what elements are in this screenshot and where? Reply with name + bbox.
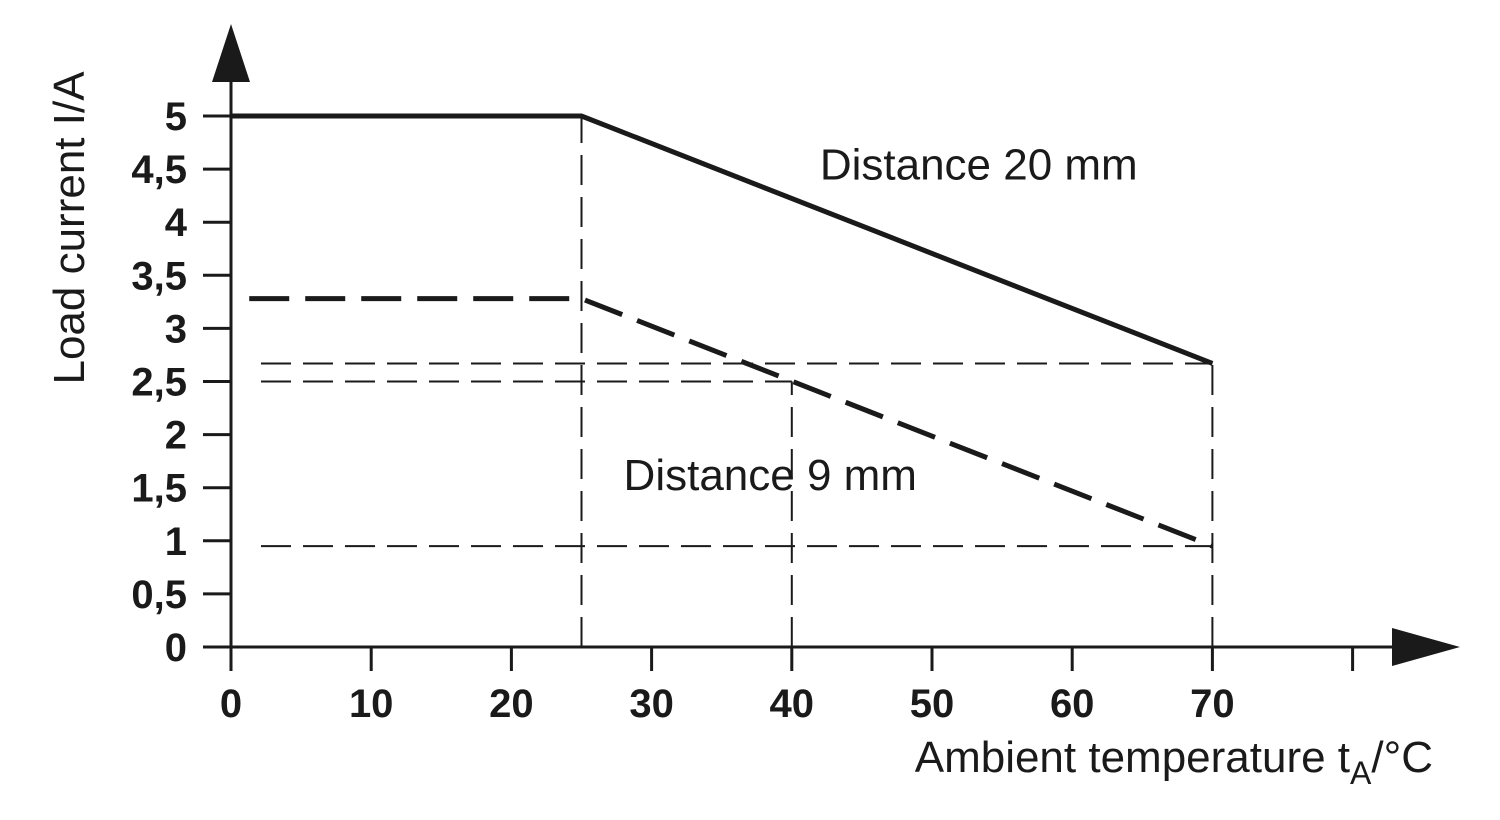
x-tick-label: 0 [220, 682, 242, 726]
y-tick-label: 0,5 [131, 573, 187, 617]
x-tick-label: 10 [349, 682, 394, 726]
x-axis-title: Ambient temperature tA/°C [915, 733, 1433, 791]
x-tick-label: 60 [1050, 682, 1095, 726]
labels: 0 10 20 30 40 50 60 70 0 0,5 1 1,5 2 2,5 3 3,5 4 4,5 5 Dist… [45, 71, 1433, 791]
x-tick-label: 50 [910, 682, 955, 726]
annotation-distance-20mm: Distance 20 mm [820, 141, 1138, 190]
y-tick-label: 3 [165, 307, 187, 351]
y-axis-title: Load current I/A [45, 71, 94, 385]
series-line-distance-20mm [231, 113, 1214, 366]
x-tick-label: 30 [629, 682, 674, 726]
annotation-distance-9mm: Distance 9 mm [624, 451, 917, 500]
series-lines [231, 113, 1214, 549]
y-tick-label: 3,5 [131, 254, 187, 298]
y-tick-label: 4 [165, 201, 188, 245]
y-tick-label: 0 [165, 626, 187, 670]
y-tick-label: 2 [165, 414, 187, 458]
axes [203, 24, 1460, 671]
y-tick-label: 2,5 [131, 361, 187, 405]
y-tick-label: 1 [165, 520, 187, 564]
y-axis-arrow [212, 24, 250, 82]
x-tick-label: 70 [1190, 682, 1235, 726]
x-tick-label: 40 [770, 682, 815, 726]
reference-lines [261, 116, 1214, 647]
series-line-distance-9mm [249, 296, 1214, 549]
x-tick-label: 20 [489, 682, 534, 726]
y-tick-label: 5 [165, 95, 187, 139]
x-axis-arrow [1392, 628, 1460, 666]
y-tick-label: 4,5 [131, 148, 187, 192]
y-tick-label: 1,5 [131, 467, 187, 511]
